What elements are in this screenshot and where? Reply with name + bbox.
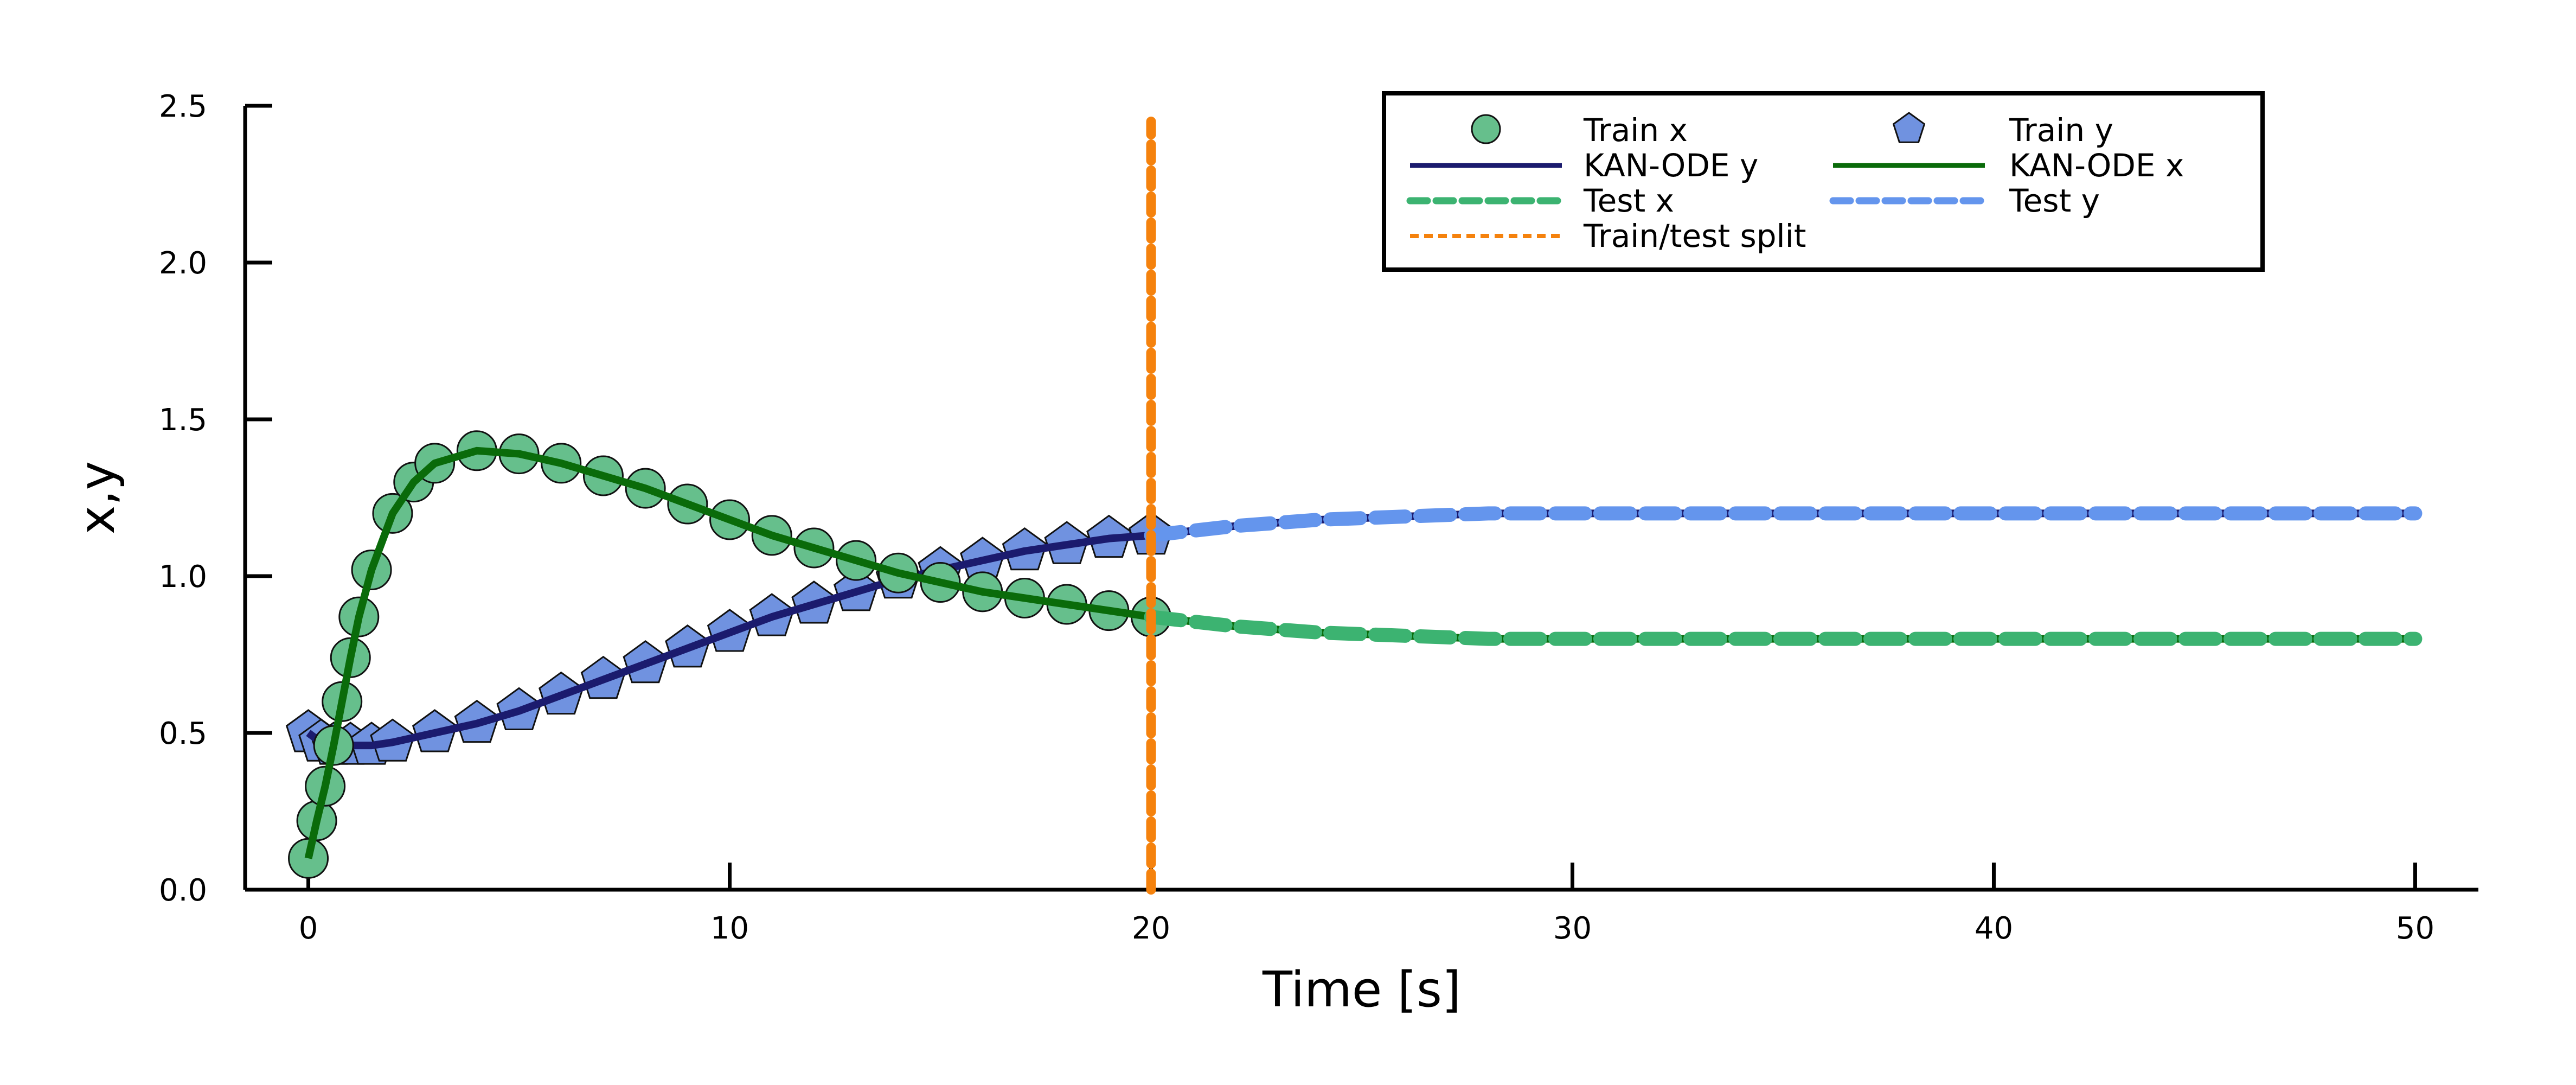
y-tick-label: 1.5 [159, 403, 207, 438]
data-layer [285, 116, 2423, 895]
axes-layer: 0 10 20 30 40 50 0.0 0.5 1.0 1.5 2.0 2.5 [159, 89, 2478, 946]
legend-label-test-x: Test x [1583, 182, 1674, 219]
x-tick-label: 0 [299, 911, 318, 946]
x-tick-label: 10 [710, 911, 749, 946]
legend-label-test-y: Test y [2009, 182, 2100, 219]
x-tick-label: 30 [1553, 911, 1592, 946]
test-y-line [1144, 506, 2423, 542]
y-tick-label: 1.0 [159, 559, 207, 595]
legend-symbol-train-x [1471, 114, 1501, 144]
y-axis-title: x,y [69, 461, 126, 534]
x-tick-label: 40 [1975, 911, 2013, 946]
legend-symbol-train-y [1892, 112, 1926, 143]
legend-label-kan-ode-y: KAN-ODE y [1584, 147, 1758, 184]
test-x-line [1144, 610, 2423, 646]
legend-label-kan-ode-x: KAN-ODE x [2009, 147, 2184, 184]
legend: Train x Train y KAN-ODE y KAN-ODE x Test x Te… [1382, 91, 2265, 272]
y-tick-label: 0.0 [159, 873, 207, 908]
x-tick-label: 50 [2396, 911, 2434, 946]
x-tick-label: 20 [1132, 911, 1170, 946]
legend-label-train-y: Train y [2009, 112, 2113, 149]
y-tick-label: 0.5 [159, 716, 207, 751]
x-axis-title: Time [s] [1262, 961, 1461, 1018]
legend-label-train-test-split: Train/test split [1583, 218, 1806, 254]
y-tick-label: 2.0 [159, 246, 207, 281]
legend-label-train-x: Train x [1583, 112, 1688, 149]
y-tick-label: 2.5 [159, 89, 207, 124]
legend-box [1382, 91, 2265, 272]
